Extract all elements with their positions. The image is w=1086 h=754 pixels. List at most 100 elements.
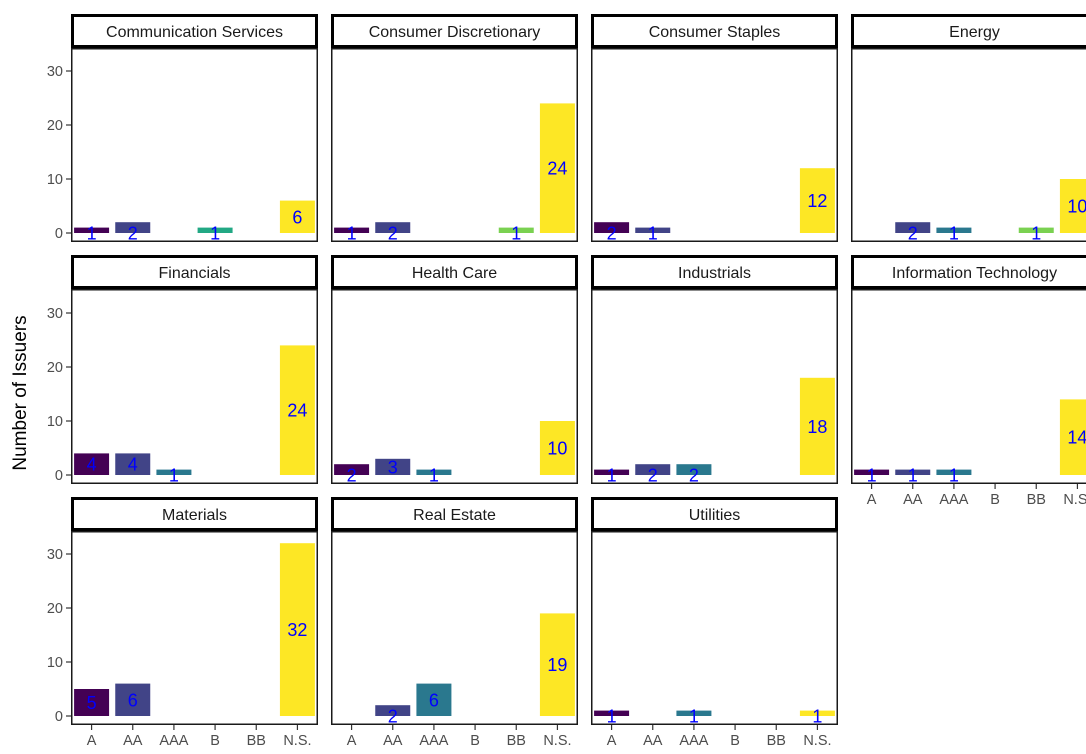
- y-tick-label: 10: [47, 414, 63, 430]
- bar-n-s: [279, 345, 315, 475]
- data-label: 1: [689, 707, 699, 727]
- data-label: 2: [128, 224, 138, 244]
- bar-a: [854, 469, 890, 475]
- data-label: 24: [547, 159, 567, 179]
- x-tick-label: BB: [1027, 492, 1046, 508]
- bar-aaa: [416, 469, 452, 475]
- y-tick-label: 20: [47, 118, 63, 134]
- facet-strip: [851, 255, 1086, 289]
- panel-border: [331, 531, 578, 725]
- data-label: 18: [807, 417, 827, 437]
- bar-b: [197, 227, 233, 233]
- data-label: 14: [1067, 428, 1086, 448]
- bar-bb: [498, 227, 534, 233]
- panel-border: [71, 48, 318, 242]
- x-tick-label: B: [730, 733, 740, 749]
- data-label: 1: [949, 224, 959, 244]
- bar-a: [334, 464, 370, 475]
- x-tick-label: AAA: [419, 733, 448, 749]
- panel-border: [71, 531, 318, 725]
- y-tick-label: 30: [47, 64, 63, 80]
- data-label: 24: [287, 401, 307, 421]
- bar-n-s: [539, 103, 575, 234]
- data-label: 1: [169, 466, 179, 486]
- panel-border: [331, 48, 578, 242]
- data-label: 6: [292, 207, 302, 227]
- facet-strip: [71, 255, 318, 289]
- x-tick-label: N.S.: [283, 733, 311, 749]
- panel-border: [331, 289, 578, 484]
- data-label: 2: [347, 466, 357, 486]
- data-label: 1: [812, 707, 822, 727]
- y-tick-label: 0: [55, 709, 63, 725]
- bar-n-s: [539, 613, 575, 716]
- data-label: 10: [1067, 197, 1086, 217]
- bar-n-s: [1059, 179, 1086, 233]
- facet-energy: Energy 2 1 1 10: [851, 14, 1086, 244]
- x-tick-label: BB: [767, 733, 786, 749]
- bar-bb: [1018, 227, 1054, 233]
- data-label: 6: [429, 690, 439, 710]
- x-tick-label: AA: [903, 492, 923, 508]
- data-label: 4: [87, 455, 97, 475]
- data-label: 1: [347, 224, 357, 244]
- data-label: 1: [648, 224, 658, 244]
- data-label: 6: [128, 690, 138, 710]
- panel-border: [851, 289, 1086, 484]
- facet-industrials: Industrials 1 2 2 18: [591, 255, 838, 486]
- panel-border: [591, 289, 838, 484]
- bar-aa: [375, 222, 411, 233]
- x-tick-label: N.S.: [543, 733, 571, 749]
- panel-border: [851, 48, 1086, 242]
- bar-aa: [115, 222, 151, 233]
- data-label: 1: [607, 707, 617, 727]
- data-label: 1: [1031, 224, 1041, 244]
- bar-aa: [895, 469, 931, 475]
- facet-consumer-discretionary: Consumer Discretionary 1 2 1 24: [331, 14, 578, 244]
- bar-aa: [375, 705, 411, 716]
- facet-title: Energy: [949, 24, 1000, 41]
- y-tick-label: 0: [55, 226, 63, 242]
- panel-border: [591, 531, 838, 725]
- x-tick-label: AA: [643, 733, 663, 749]
- bar-aa: [895, 222, 931, 233]
- bar-aa: [115, 453, 151, 475]
- y-axis-title: Number of Issuers: [10, 315, 31, 470]
- data-label: 1: [867, 466, 877, 486]
- bar-a: [74, 689, 110, 716]
- x-tick-label: AA: [383, 733, 403, 749]
- bar-aaa: [416, 683, 452, 716]
- facet-strip: [331, 14, 578, 48]
- data-label: 4: [128, 455, 138, 475]
- facet-title: Industrials: [678, 265, 751, 282]
- facet-title: Utilities: [689, 507, 741, 524]
- y-tick-label: 30: [47, 306, 63, 322]
- x-tick-label: AAA: [939, 492, 968, 508]
- bar-a: [334, 227, 370, 233]
- y-tick-label: 0: [55, 468, 63, 484]
- x-tick-label: BB: [247, 733, 266, 749]
- x-tick-label: A: [347, 733, 357, 749]
- data-label: 10: [547, 439, 567, 459]
- data-label: 2: [388, 707, 398, 727]
- y-tick-label: 30: [47, 547, 63, 563]
- facet-strip: [71, 497, 318, 531]
- y-tick-label: 10: [47, 172, 63, 188]
- facet-strip: [331, 255, 578, 289]
- facet-strip: [591, 497, 838, 531]
- panel-border: [591, 48, 838, 242]
- data-label: 1: [511, 224, 521, 244]
- facet-strip: [851, 14, 1086, 48]
- bar-aa: [635, 227, 671, 233]
- bar-aa: [115, 683, 151, 716]
- data-label: 3: [388, 457, 398, 477]
- bar-aaa: [676, 464, 712, 475]
- data-label: 1: [949, 466, 959, 486]
- x-tick-label: A: [867, 492, 877, 508]
- x-tick-label: B: [990, 492, 1000, 508]
- facet-title: Health Care: [412, 265, 497, 282]
